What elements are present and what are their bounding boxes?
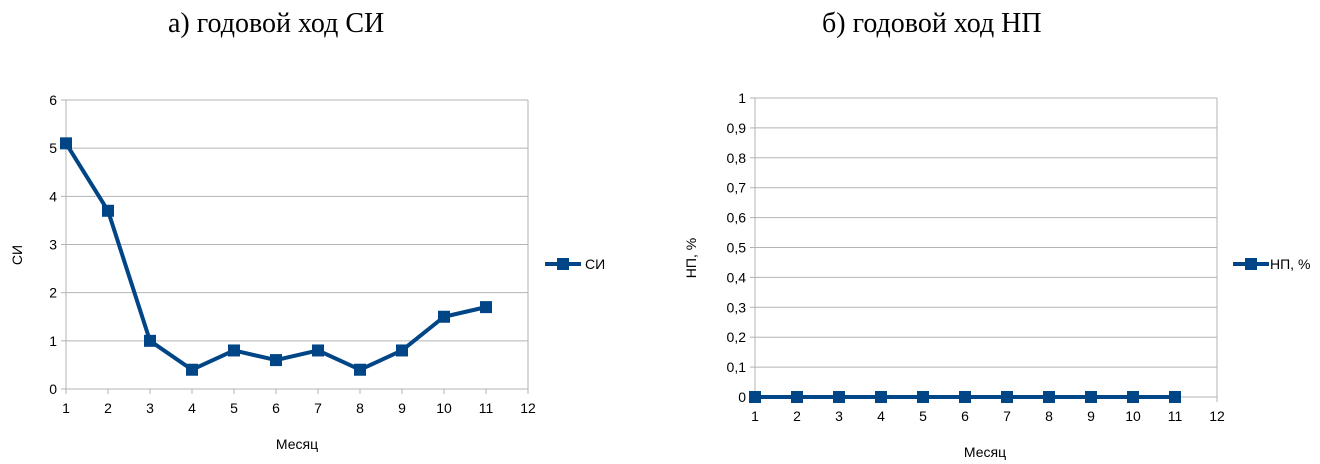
data-point [480, 301, 492, 314]
x-tick-label: 11 [1168, 408, 1183, 424]
y-tick-label: 0,8 [727, 150, 747, 166]
y-tick-label: 5 [49, 140, 57, 156]
data-point [102, 204, 114, 217]
y-tick-label: 0,6 [727, 210, 747, 226]
x-tick-label: 6 [272, 400, 280, 416]
x-tick-label: 1 [62, 400, 70, 416]
x-tick-label: 10 [1125, 408, 1141, 424]
y-tick-label: 0,9 [727, 120, 747, 136]
x-tick-label: 12 [520, 400, 536, 416]
data-point [959, 391, 971, 403]
x-tick-label: 9 [1087, 408, 1095, 424]
x-tick-label: 6 [961, 408, 969, 424]
x-tick-label: 9 [398, 400, 406, 416]
x-tick-label: 5 [919, 408, 927, 424]
data-point [875, 391, 887, 403]
data-point [354, 363, 366, 376]
x-tick-label: 1 [751, 408, 759, 424]
data-point [186, 363, 198, 376]
y-tick-label: 1 [49, 333, 57, 349]
data-point [396, 344, 408, 357]
y-tick-label: 0 [738, 389, 746, 405]
y-tick-label: 0,7 [727, 180, 747, 196]
x-tick-label: 3 [146, 400, 154, 416]
y-tick-label: 0 [49, 381, 57, 397]
chart-np: 00,10,20,30,40,50,60,70,80,911 2 3 4 5 6 7 8 9 10… [683, 90, 1310, 460]
data-point [833, 391, 845, 403]
legend-swatch-marker [557, 258, 569, 270]
y-tick-label: 0,1 [727, 359, 747, 375]
y-tick-label: 0,3 [727, 299, 747, 315]
x-tick-label: 2 [104, 400, 112, 416]
data-point [60, 137, 72, 150]
x-tick-label: 12 [1209, 408, 1225, 424]
y-tick-label: 1 [738, 90, 746, 106]
data-point [749, 391, 761, 403]
x-axis-title: Месяц [276, 436, 318, 452]
data-point [228, 344, 240, 357]
data-point [1169, 391, 1181, 403]
y-tick-label: 4 [49, 188, 57, 204]
data-point [270, 354, 282, 367]
data-point [1043, 391, 1055, 403]
y-tick-label: 0,5 [727, 240, 747, 256]
x-tick-label: 7 [1003, 408, 1011, 424]
x-tick-label: 10 [436, 400, 452, 416]
y-axis-title: НП, % [683, 238, 699, 278]
x-tick-label: 8 [1045, 408, 1053, 424]
chart-title-right: б) годовой ход НП [822, 8, 1042, 39]
data-point [144, 334, 156, 347]
data-point [791, 391, 803, 403]
x-tick-label: 7 [314, 400, 322, 416]
legend-label: СИ [585, 256, 605, 272]
data-point [1127, 391, 1139, 403]
x-tick-label: 4 [188, 400, 196, 416]
legend-swatch-marker [1245, 258, 1257, 270]
x-tick-label: 5 [230, 400, 238, 416]
y-tick-label: 3 [49, 237, 57, 253]
data-point [1085, 391, 1097, 403]
x-tick-label: 2 [793, 408, 801, 424]
x-axis-title: Месяц [964, 444, 1006, 460]
data-point [312, 344, 324, 357]
legend-label: НП, % [1270, 256, 1310, 272]
x-tick-label: 11 [479, 400, 494, 416]
y-tick-label: 0,2 [727, 329, 747, 345]
series-line [64, 142, 487, 372]
x-tick-label: 8 [356, 400, 364, 416]
y-axis-title: СИ [9, 245, 25, 265]
data-point [1001, 391, 1013, 403]
x-tick-label: 4 [877, 408, 885, 424]
chart-title-left: а) годовой ход СИ [168, 8, 385, 39]
data-point [438, 310, 450, 323]
y-tick-label: 2 [49, 285, 57, 301]
y-tick-label: 6 [49, 92, 57, 108]
data-point [917, 391, 929, 403]
x-tick-label: 3 [835, 408, 843, 424]
y-tick-label: 0,4 [727, 269, 747, 285]
